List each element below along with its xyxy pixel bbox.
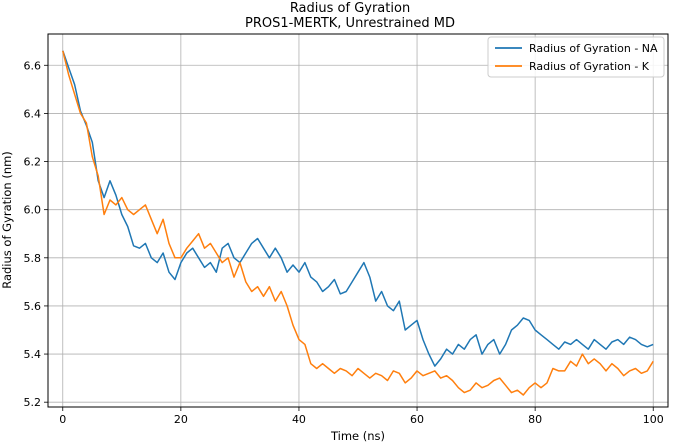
legend-label-na: Radius of Gyration - NA xyxy=(529,42,658,55)
y-tick-label: 5.8 xyxy=(24,252,42,265)
x-axis-label: Time (ns) xyxy=(330,429,385,443)
y-tick-label: 6.2 xyxy=(24,156,42,169)
y-tick-label: 5.4 xyxy=(24,348,42,361)
x-tick-label: 60 xyxy=(410,413,424,426)
series-layer xyxy=(62,50,654,396)
legend-label-k: Radius of Gyration - K xyxy=(529,60,650,73)
y-tick-label: 5.6 xyxy=(24,300,42,313)
chart-title: Radius of Gyration xyxy=(290,1,410,16)
legend-box xyxy=(487,36,665,78)
y-tick-label: 5.2 xyxy=(24,396,42,409)
axis-ticks: 0 20 40 60 80 100 5.2 5.4 5.6 5.8 6.0 6.2 6.4 6.6 xyxy=(24,59,664,426)
legend: Radius of Gyration - NA Radius of Gyrati… xyxy=(487,36,665,78)
x-tick-label: 40 xyxy=(292,413,306,426)
y-axis-label: Radius of Gyration (nm) xyxy=(0,151,14,289)
plot-frame xyxy=(47,33,669,408)
y-tick-label: 6.4 xyxy=(24,107,42,120)
series-line-na xyxy=(62,50,654,367)
x-tick-label: 0 xyxy=(59,413,66,426)
x-tick-label: 80 xyxy=(528,413,542,426)
chart-subtitle: PROS1-MERTK, Unrestrained MD xyxy=(245,16,455,31)
y-tick-label: 6.6 xyxy=(24,59,42,72)
grid-lines xyxy=(48,34,668,407)
x-tick-label: 100 xyxy=(643,413,664,426)
series-line-k xyxy=(62,50,654,396)
y-tick-label: 6.0 xyxy=(24,204,42,217)
x-tick-label: 20 xyxy=(174,413,188,426)
